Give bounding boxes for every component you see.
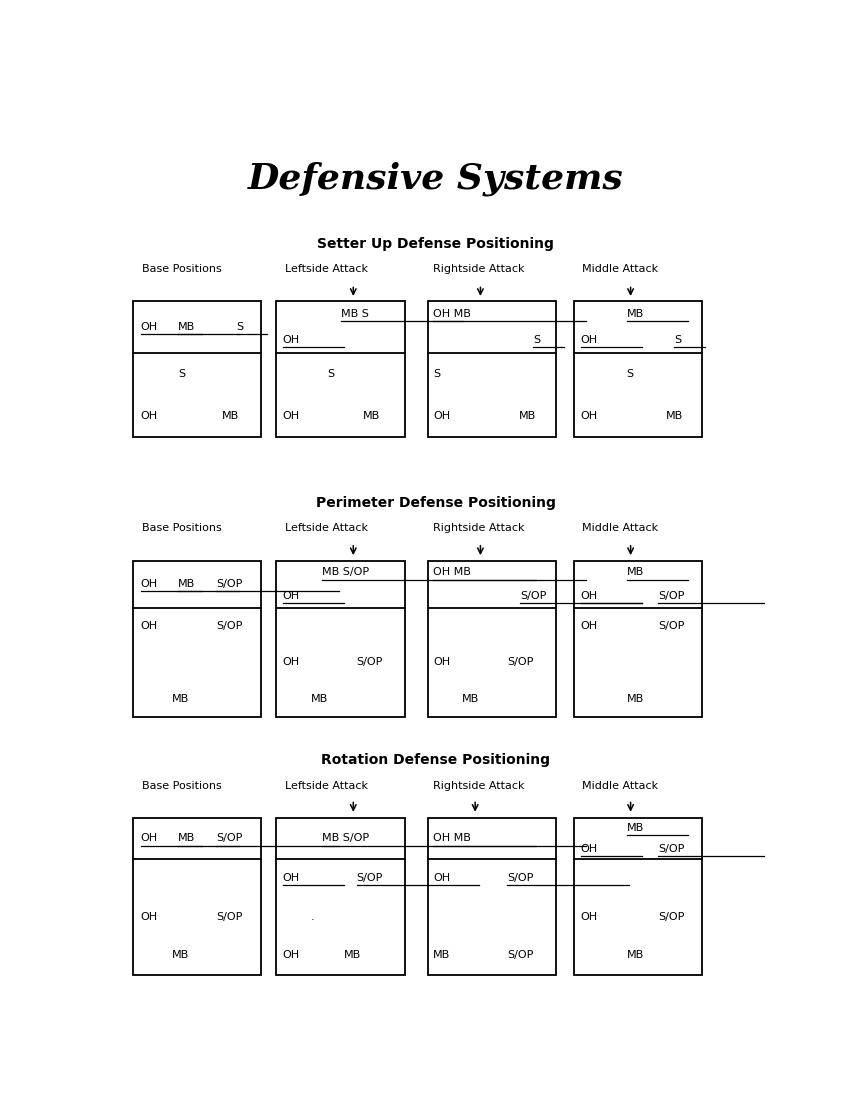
Text: MB: MB bbox=[626, 694, 644, 704]
Text: S/OP: S/OP bbox=[520, 591, 547, 601]
Text: OH: OH bbox=[140, 620, 157, 631]
Text: Rotation Defense Positioning: Rotation Defense Positioning bbox=[321, 754, 550, 768]
Text: S/OP: S/OP bbox=[507, 873, 533, 883]
Text: OH: OH bbox=[283, 336, 300, 345]
Text: MB: MB bbox=[433, 950, 451, 960]
Bar bbox=[428, 561, 556, 717]
Text: MB: MB bbox=[626, 309, 644, 319]
Text: OH: OH bbox=[283, 950, 300, 960]
Text: Setter Up Defense Positioning: Setter Up Defense Positioning bbox=[317, 236, 554, 251]
Text: OH: OH bbox=[581, 844, 598, 854]
Bar bbox=[276, 561, 405, 717]
Bar bbox=[133, 301, 261, 437]
Text: MB S/OP: MB S/OP bbox=[322, 834, 370, 844]
Text: OH: OH bbox=[140, 579, 157, 590]
Text: S: S bbox=[178, 368, 186, 378]
Text: OH: OH bbox=[433, 873, 451, 883]
Text: OH: OH bbox=[581, 912, 598, 922]
Text: Base Positions: Base Positions bbox=[142, 524, 222, 534]
Text: OH: OH bbox=[140, 912, 157, 922]
Text: S: S bbox=[433, 368, 440, 378]
Text: Base Positions: Base Positions bbox=[142, 781, 222, 791]
Text: S/OP: S/OP bbox=[507, 658, 533, 668]
Text: OH: OH bbox=[140, 411, 157, 421]
Text: MB S/OP: MB S/OP bbox=[322, 568, 370, 578]
Text: S/OP: S/OP bbox=[658, 912, 684, 922]
Text: S: S bbox=[674, 336, 681, 345]
Text: S/OP: S/OP bbox=[216, 912, 242, 922]
Text: OH: OH bbox=[283, 411, 300, 421]
Text: Rightside Attack: Rightside Attack bbox=[433, 264, 524, 274]
Text: S/OP: S/OP bbox=[216, 579, 242, 590]
Text: MB: MB bbox=[172, 694, 190, 704]
Text: OH: OH bbox=[433, 658, 451, 668]
Text: S: S bbox=[533, 336, 541, 345]
Text: MB: MB bbox=[666, 411, 683, 421]
Text: S: S bbox=[236, 322, 244, 332]
Text: MB: MB bbox=[172, 950, 190, 960]
Text: Middle Attack: Middle Attack bbox=[582, 524, 658, 534]
Bar bbox=[428, 818, 556, 975]
Bar bbox=[574, 818, 702, 975]
Text: Base Positions: Base Positions bbox=[142, 264, 222, 274]
Text: MB: MB bbox=[363, 411, 381, 421]
Text: OH MB: OH MB bbox=[433, 834, 471, 844]
Text: MB: MB bbox=[222, 411, 240, 421]
Bar bbox=[133, 561, 261, 717]
Text: Leftside Attack: Leftside Attack bbox=[286, 264, 368, 274]
Text: .: . bbox=[310, 912, 314, 922]
Text: Defensive Systems: Defensive Systems bbox=[247, 162, 624, 196]
Bar bbox=[276, 818, 405, 975]
Text: MB: MB bbox=[462, 694, 479, 704]
Text: S/OP: S/OP bbox=[216, 620, 242, 631]
Text: OH: OH bbox=[140, 322, 157, 332]
Text: OH: OH bbox=[283, 873, 300, 883]
Bar bbox=[574, 301, 702, 437]
Text: S/OP: S/OP bbox=[658, 591, 684, 601]
Text: Rightside Attack: Rightside Attack bbox=[433, 524, 524, 534]
Text: S: S bbox=[626, 368, 634, 378]
Text: OH: OH bbox=[581, 411, 598, 421]
Text: OH MB: OH MB bbox=[433, 309, 471, 319]
Text: OH: OH bbox=[140, 834, 157, 844]
Text: OH: OH bbox=[581, 591, 598, 601]
Text: MB: MB bbox=[626, 823, 644, 834]
Text: OH: OH bbox=[581, 336, 598, 345]
Text: S: S bbox=[327, 368, 334, 378]
Text: S/OP: S/OP bbox=[658, 620, 684, 631]
Text: Middle Attack: Middle Attack bbox=[582, 781, 658, 791]
Text: OH: OH bbox=[433, 411, 451, 421]
Text: Leftside Attack: Leftside Attack bbox=[286, 524, 368, 534]
Text: S/OP: S/OP bbox=[357, 873, 383, 883]
Bar bbox=[133, 818, 261, 975]
Text: OH: OH bbox=[283, 658, 300, 668]
Text: MB: MB bbox=[518, 411, 536, 421]
Bar bbox=[428, 301, 556, 437]
Text: Perimeter Defense Positioning: Perimeter Defense Positioning bbox=[315, 496, 556, 510]
Text: S/OP: S/OP bbox=[507, 950, 533, 960]
Bar bbox=[574, 561, 702, 717]
Text: Rightside Attack: Rightside Attack bbox=[433, 781, 524, 791]
Text: MB: MB bbox=[178, 579, 195, 590]
Text: MB: MB bbox=[310, 694, 328, 704]
Text: MB: MB bbox=[626, 568, 644, 578]
Text: S/OP: S/OP bbox=[216, 834, 242, 844]
Text: MB S: MB S bbox=[341, 309, 369, 319]
Bar bbox=[276, 301, 405, 437]
Text: OH: OH bbox=[283, 591, 300, 601]
Text: MB: MB bbox=[178, 834, 195, 844]
Text: MB: MB bbox=[178, 322, 195, 332]
Text: MB: MB bbox=[343, 950, 360, 960]
Text: Middle Attack: Middle Attack bbox=[582, 264, 658, 274]
Text: S/OP: S/OP bbox=[658, 844, 684, 854]
Text: MB: MB bbox=[626, 950, 644, 960]
Text: Leftside Attack: Leftside Attack bbox=[286, 781, 368, 791]
Text: OH: OH bbox=[581, 620, 598, 631]
Text: S/OP: S/OP bbox=[357, 658, 383, 668]
Text: OH MB: OH MB bbox=[433, 568, 471, 578]
